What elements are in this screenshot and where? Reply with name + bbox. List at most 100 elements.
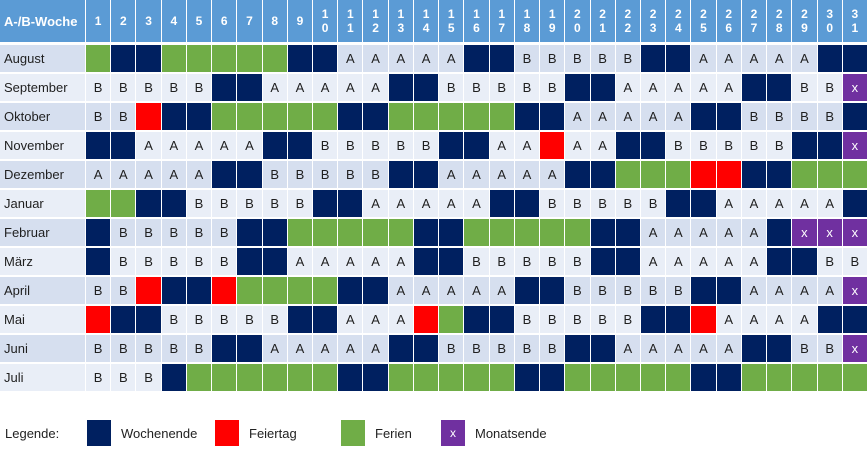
day-cell: B xyxy=(590,45,615,72)
day-cell: B xyxy=(439,74,464,101)
day-cell xyxy=(817,306,842,333)
day-cell: A xyxy=(691,74,716,101)
day-cell: A xyxy=(666,248,691,275)
day-cell xyxy=(792,248,817,275)
day-cell: B xyxy=(666,277,691,304)
day-cell: B xyxy=(111,219,136,246)
day-cell: B xyxy=(186,306,212,333)
day-cell: A xyxy=(262,335,287,362)
day-cell xyxy=(313,103,338,130)
day-header: 22 xyxy=(615,0,640,42)
day-cell: B xyxy=(565,190,590,217)
day-cell: B xyxy=(540,45,565,72)
day-cell: B xyxy=(615,45,640,72)
day-cell: B xyxy=(514,45,540,72)
day-cell xyxy=(86,219,111,246)
day-header: 1 xyxy=(86,0,111,42)
day-cell: x xyxy=(842,74,867,101)
day-cell xyxy=(817,364,842,391)
day-cell: A xyxy=(237,132,262,159)
day-cell xyxy=(287,306,313,333)
day-cell xyxy=(237,364,262,391)
day-cell: B xyxy=(136,74,161,101)
day-cell xyxy=(86,132,111,159)
day-cell xyxy=(615,248,640,275)
day-cell xyxy=(666,364,691,391)
day-cell: B xyxy=(111,335,136,362)
day-number: 19 xyxy=(548,7,556,35)
day-cell: A xyxy=(464,161,489,188)
day-cell xyxy=(842,161,867,188)
day-number: 8 xyxy=(271,14,279,28)
day-cell: A xyxy=(741,219,767,246)
day-cell: x xyxy=(842,277,867,304)
day-cell: B xyxy=(590,190,615,217)
day-cell xyxy=(161,103,186,130)
day-header: 30 xyxy=(817,0,842,42)
day-cell xyxy=(464,364,489,391)
day-cell: B xyxy=(716,132,741,159)
day-cell: B xyxy=(666,132,691,159)
day-cell xyxy=(237,219,262,246)
day-cell: x xyxy=(842,219,867,246)
legend-label: Wochenende xyxy=(121,426,198,441)
day-cell xyxy=(413,335,439,362)
day-header: 10 xyxy=(313,0,338,42)
day-header: 3 xyxy=(136,0,161,42)
day-cell: B xyxy=(363,132,388,159)
day-cell xyxy=(666,161,691,188)
day-cell: A xyxy=(338,335,363,362)
day-cell: A xyxy=(767,306,792,333)
day-cell: A xyxy=(363,45,388,72)
header-title: A-/B-Woche xyxy=(0,0,85,42)
day-cell xyxy=(212,103,237,130)
day-header: 12 xyxy=(363,0,388,42)
day-cell: A xyxy=(212,132,237,159)
day-cell: A xyxy=(817,190,842,217)
day-cell xyxy=(716,103,741,130)
day-cell xyxy=(615,364,640,391)
day-cell: B xyxy=(86,277,111,304)
day-cell: A xyxy=(565,103,590,130)
month-label: Juli xyxy=(0,364,85,391)
day-cell xyxy=(86,190,111,217)
day-header: 19 xyxy=(540,0,565,42)
day-cell: B xyxy=(741,103,767,130)
day-cell: A xyxy=(489,277,514,304)
day-cell xyxy=(287,132,313,159)
day-cell: A xyxy=(514,161,540,188)
day-cell: B xyxy=(287,161,313,188)
day-cell xyxy=(86,45,111,72)
day-header: 6 xyxy=(212,0,237,42)
day-cell: B xyxy=(514,74,540,101)
day-cell: B xyxy=(615,277,640,304)
day-cell: A xyxy=(792,277,817,304)
day-number: 5 xyxy=(195,14,203,28)
day-cell xyxy=(136,45,161,72)
day-cell: B xyxy=(161,335,186,362)
legend-label: Ferien xyxy=(375,426,412,441)
month-label: Februar xyxy=(0,219,85,246)
day-cell: A xyxy=(338,306,363,333)
day-cell xyxy=(514,364,540,391)
day-cell: B xyxy=(212,248,237,275)
day-cell: B xyxy=(136,248,161,275)
day-cell: B xyxy=(186,219,212,246)
day-cell xyxy=(237,45,262,72)
day-number: 18 xyxy=(523,7,531,35)
day-cell: B xyxy=(540,248,565,275)
day-header: 31 xyxy=(842,0,867,42)
day-cell xyxy=(540,103,565,130)
day-cell xyxy=(691,190,716,217)
day-cell xyxy=(262,132,287,159)
day-cell xyxy=(489,45,514,72)
day-cell: A xyxy=(666,74,691,101)
day-cell xyxy=(792,364,817,391)
day-cell xyxy=(640,132,666,159)
day-cell: B xyxy=(590,306,615,333)
day-cell: A xyxy=(464,277,489,304)
day-cell: A xyxy=(413,277,439,304)
day-number: 17 xyxy=(498,7,506,35)
day-cell: A xyxy=(792,45,817,72)
day-cell: B xyxy=(86,335,111,362)
